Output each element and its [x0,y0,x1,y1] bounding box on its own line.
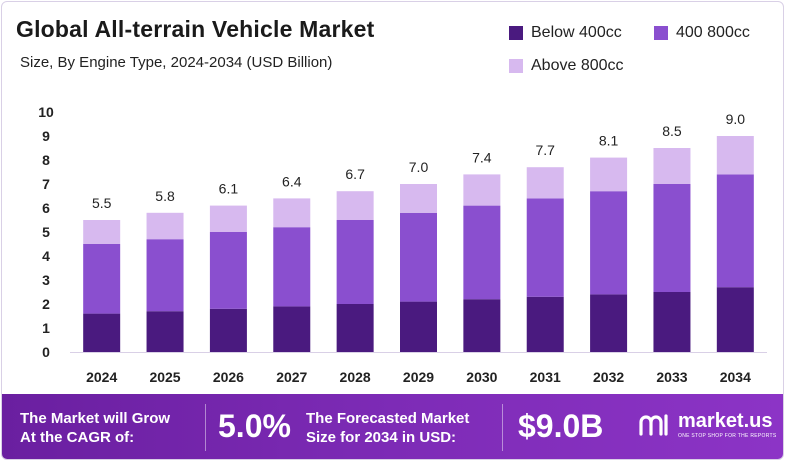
bar-total-label: 8.5 [662,123,682,139]
x-tick-label: 2033 [656,369,687,385]
bar-total-label: 5.5 [92,195,112,211]
bar-segment [273,198,311,228]
forecast-caption-line2: Size for 2034 in USD: [306,429,457,446]
y-tick-label: 6 [42,200,50,216]
bar-segment [209,232,247,309]
x-tick-label: 2032 [593,369,624,385]
bar-segment [716,287,754,352]
x-tick-label: 2026 [213,369,244,385]
y-tick-label: 4 [42,248,50,264]
x-tick-label: 2031 [530,369,561,385]
forecast-caption: The Forecasted Market Size for 2034 in U… [306,409,469,447]
legend-item-400-800cc: 400 800cc [654,24,750,42]
legend-label-above-800cc: Above 800cc [531,57,624,74]
bar-segment [526,167,564,199]
bar-total-label: 5.8 [155,188,175,204]
x-tick-label: 2030 [466,369,497,385]
cagr-value: 5.0% [218,408,291,444]
bar-segment [146,311,184,352]
y-tick-label: 7 [42,176,50,192]
y-tick-label: 3 [42,272,50,288]
bar-segment [146,212,184,240]
bar-segment [653,292,691,352]
bar-segment [146,239,184,312]
bar-segment [463,299,501,352]
bar-total-label: 6.1 [219,181,239,197]
bar-segment [83,220,121,244]
bar-segment [716,174,754,288]
bar-segment [526,198,564,297]
legend-swatch-400-800cc [654,26,668,40]
bar-segment [400,212,437,302]
chart-title: Global All-terrain Vehicle Market [16,16,375,42]
forecast-value: $9.0B [518,408,604,444]
legend-item-below-400cc: Below 400cc [509,24,622,42]
x-tick-label: 2027 [276,369,307,385]
bar-segment [336,304,374,352]
bar-total-label: 8.1 [599,133,619,149]
forecast-caption-line1: The Forecasted Market [306,410,470,427]
legend-swatch-below-400cc [509,26,523,40]
bar-total-label: 6.4 [282,173,302,189]
bar-segment [526,296,564,352]
y-tick-label: 9 [42,128,50,144]
bar-total-label: 9.0 [726,111,746,127]
y-tick-label: 10 [38,104,54,120]
cagr-caption-line2: At the CAGR of: [20,429,135,446]
y-tick-label: 5 [42,224,50,240]
legend-label-below-400cc: Below 400cc [531,24,622,41]
legend-swatch-above-800cc [509,59,523,73]
cagr-caption-line1: The Market will Grow [20,410,171,427]
stacked-bar-chart: 0 1 2 3 4 5 6 7 8 9 10 5.5 2024 5.8 2025 6.1 2026 6.4 2027… [38,104,767,385]
y-tick-label: 8 [42,152,50,168]
brand-name: market.us [678,410,773,432]
x-tick-label: 2024 [86,369,117,385]
x-tick-label: 2034 [720,369,751,385]
market-us-logo-icon [639,414,668,436]
y-tick-label: 2 [42,296,50,312]
bar-total-label: 7.4 [472,149,492,165]
bar-segment [336,191,374,220]
bar-segment [273,227,311,307]
bar-total-label: 6.7 [345,166,365,182]
legend-item-above-800cc: Above 800cc [509,57,624,75]
cagr-caption: The Market will Grow At the CAGR of: [20,409,170,447]
bar-segment [400,301,437,352]
bar-segment [83,313,121,352]
bar-segment [590,157,628,192]
bar-segment [463,205,501,300]
bar-segment [463,174,501,206]
bar-total-label: 7.0 [409,159,429,175]
y-tick-label: 1 [42,320,50,336]
bar-segment [716,136,754,175]
brand-tagline: ONE STOP SHOP FOR THE REPORTS [678,433,777,439]
x-tick-label: 2029 [403,369,434,385]
bar-segment [336,220,374,304]
bar-segment [83,244,121,314]
bar-segment [590,191,628,295]
x-tick-label: 2025 [149,369,180,385]
bar-total-label: 7.7 [535,142,555,158]
bar-segment [653,148,691,184]
bar-segment [209,205,247,232]
bar-segment [273,306,311,352]
x-tick-label: 2028 [340,369,371,385]
brand-logo[interactable]: market.us ONE STOP SHOP FOR THE REPORTS [638,410,777,440]
footer-banner: The Market will Grow At the CAGR of: 5.0… [2,394,783,459]
chart-subtitle: Size, By Engine Type, 2024-2034 (USD Bil… [20,54,333,71]
brand-text: market.us ONE STOP SHOP FOR THE REPORTS [678,411,777,439]
bar-segment [653,184,691,292]
bar-segment [400,184,437,213]
y-tick-label: 0 [42,344,50,360]
bar-segment [590,294,628,352]
bar-segment [209,308,247,352]
legend-label-400-800cc: 400 800cc [676,24,750,41]
footer-divider [205,404,206,451]
footer-divider [502,404,503,451]
